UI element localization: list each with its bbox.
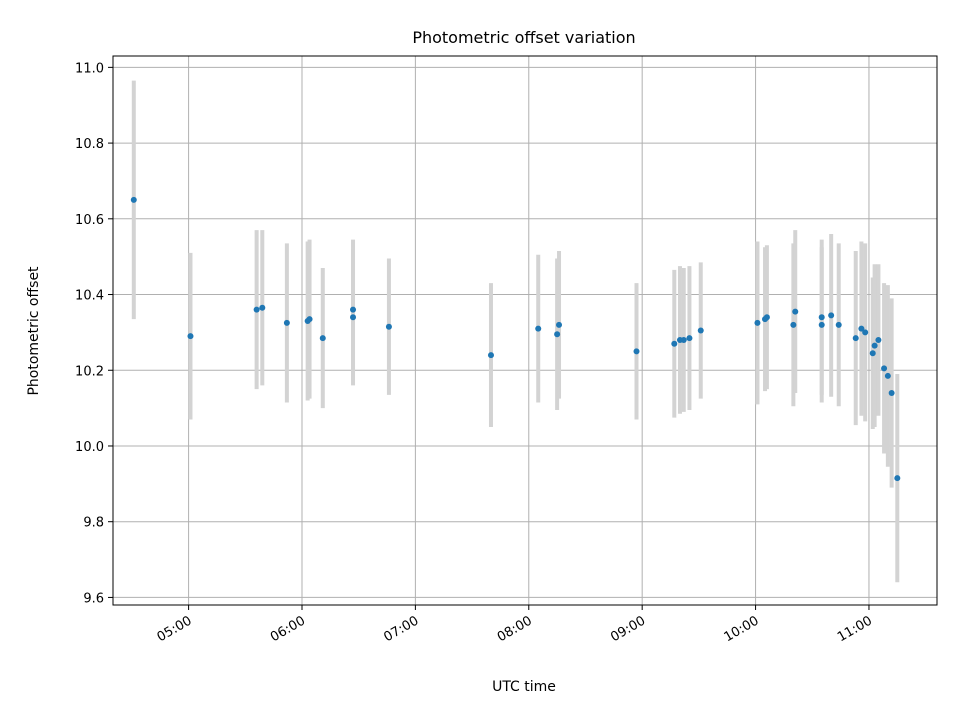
data-point [350, 306, 357, 313]
y-tick-label: 10.8 [75, 137, 104, 152]
data-point [792, 308, 799, 315]
data-point [487, 352, 494, 359]
data-point [697, 327, 704, 334]
data-point [884, 372, 891, 379]
y-tick-label: 10.2 [75, 364, 104, 379]
data-point [633, 348, 640, 355]
data-point [835, 321, 842, 328]
data-point [554, 331, 561, 338]
y-axis-ticks: 9.6 9.8 10.0 10.2 10.4 10.6 10.8 11.0 [75, 61, 113, 606]
data-point [385, 323, 392, 330]
y-tick-label: 9.8 [83, 516, 104, 531]
data-point [818, 321, 825, 328]
data-point [535, 325, 542, 332]
y-tick-label: 11.0 [75, 61, 104, 76]
data-point [871, 342, 878, 349]
data-point [283, 319, 290, 326]
data-point [259, 304, 266, 311]
data-point [862, 329, 869, 336]
chart-title: Photometric offset variation [412, 28, 635, 47]
data-point [875, 336, 882, 343]
data-point [763, 314, 770, 321]
data-point [130, 196, 137, 203]
data-points [130, 196, 901, 482]
data-point [754, 319, 761, 326]
data-point [818, 314, 825, 321]
y-tick-label: 9.6 [83, 591, 104, 606]
data-point [828, 312, 835, 319]
data-point [556, 321, 563, 328]
data-point [350, 314, 357, 321]
data-point [852, 335, 859, 342]
y-axis-label: Photometric offset [26, 266, 42, 396]
data-point [680, 336, 687, 343]
y-tick-label: 10.6 [75, 213, 104, 228]
data-point [187, 333, 194, 340]
data-point [671, 340, 678, 347]
data-point [253, 306, 260, 313]
data-point [888, 389, 895, 396]
data-point [790, 321, 797, 328]
data-point [881, 365, 888, 372]
data-point [306, 316, 313, 323]
data-point [686, 335, 693, 342]
data-point [319, 335, 326, 342]
x-axis-label: UTC time [492, 679, 556, 695]
data-point [858, 325, 865, 332]
plot-area-frame [112, 55, 938, 606]
data-point [869, 350, 876, 357]
y-tick-label: 10.4 [75, 289, 104, 304]
data-point [894, 475, 901, 482]
y-tick-label: 10.0 [75, 440, 104, 455]
